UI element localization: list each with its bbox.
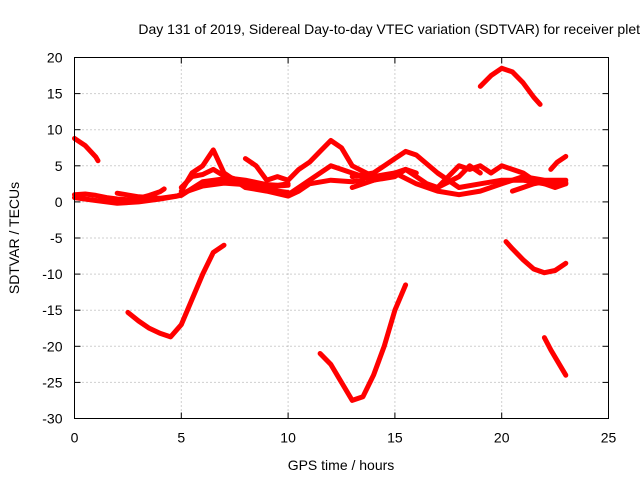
- y-tick-label: -25: [42, 374, 62, 390]
- series-arc-2: [72, 186, 167, 203]
- series-arc-7: [125, 242, 227, 340]
- x-tick-label: 25: [601, 430, 617, 446]
- series-arc-18: [541, 335, 569, 378]
- x-tick-label: 0: [71, 430, 79, 446]
- series-arc-14: [477, 65, 543, 107]
- axis-ticks: 0 5 10 15 20 25 -30 -25 -20 -15 -10 -5 0 5 10 15 20: [42, 50, 616, 446]
- chart-title: Day 131 of 2019, Sidereal Day-to-day VTE…: [138, 21, 640, 37]
- y-axis-label: SDTVAR / TECUs: [6, 182, 22, 294]
- y-tick-label: 15: [47, 86, 63, 102]
- x-tick-label: 10: [280, 430, 296, 446]
- series-arc-11: [349, 148, 569, 190]
- series-arc-10: [317, 282, 409, 403]
- y-tick-label: -20: [42, 338, 62, 354]
- series-arc-17: [503, 239, 569, 276]
- x-tick-label: 5: [177, 430, 185, 446]
- grid: [74, 57, 609, 419]
- series-arc-1: [72, 135, 101, 164]
- x-tick-label: 20: [494, 430, 510, 446]
- series-arc-16: [548, 153, 569, 172]
- y-tick-label: -10: [42, 266, 62, 282]
- series-group: [72, 65, 569, 403]
- series-arc-15: [509, 179, 569, 194]
- y-tick-label: 0: [55, 194, 63, 210]
- y-tick-label: -15: [42, 302, 62, 318]
- y-tick-label: 5: [55, 158, 63, 174]
- series-arc-6: [178, 147, 366, 199]
- x-axis-label: GPS time / hours: [288, 457, 395, 473]
- series-arc-9: [285, 163, 483, 198]
- y-tick-label: -30: [42, 411, 62, 427]
- y-tick-label: -5: [50, 230, 63, 246]
- x-tick-label: 15: [387, 430, 403, 446]
- y-tick-label: 10: [47, 122, 63, 138]
- y-tick-label: 20: [47, 50, 63, 66]
